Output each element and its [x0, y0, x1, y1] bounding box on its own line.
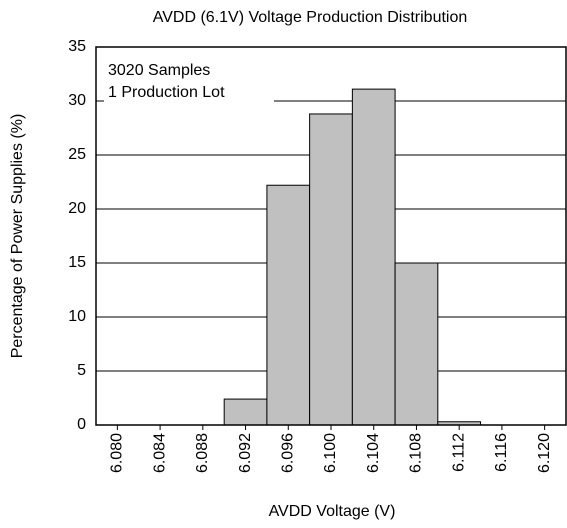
y-tick-label: 35	[68, 38, 86, 55]
annotation: 3020 Samples	[108, 62, 210, 79]
chart-title: AVDD (6.1V) Voltage Production Distribut…	[153, 9, 468, 26]
y-tick-label: 0	[77, 416, 86, 433]
x-tick-label: 6.084	[151, 433, 168, 473]
x-tick-label: 6.080	[109, 433, 126, 473]
bar	[309, 113, 353, 426]
plot-frame	[95, 46, 567, 426]
x-axis-label: AVDD Voltage (V)	[269, 503, 396, 520]
x-tick-label: 6.104	[365, 433, 382, 473]
y-tick-label: 20	[68, 200, 86, 217]
y-tick-label: 5	[77, 362, 86, 379]
y-axis-label: Percentage of Power Supplies (%)	[9, 114, 26, 359]
x-tick-label: 6.108	[408, 433, 425, 473]
bar	[394, 262, 439, 426]
annotation-bg	[104, 59, 274, 107]
y-tick-label: 25	[68, 146, 86, 163]
x-tick-label: 6.088	[194, 433, 211, 473]
x-tick-label: 6.096	[279, 433, 296, 473]
x-tick-label: 6.100	[322, 433, 339, 473]
y-tick-label: 30	[68, 92, 86, 109]
y-tick-label: 15	[68, 254, 86, 271]
x-tick-label: 6.120	[536, 433, 553, 473]
bar	[351, 88, 396, 426]
x-tick-label: 6.116	[493, 433, 510, 472]
x-tick-label: 6.092	[237, 433, 254, 473]
bar	[266, 184, 311, 426]
x-tick-label: 6.112	[450, 433, 467, 472]
annotation: 1 Production Lot	[108, 84, 225, 101]
y-tick-label: 10	[68, 308, 86, 325]
bar	[223, 398, 268, 426]
